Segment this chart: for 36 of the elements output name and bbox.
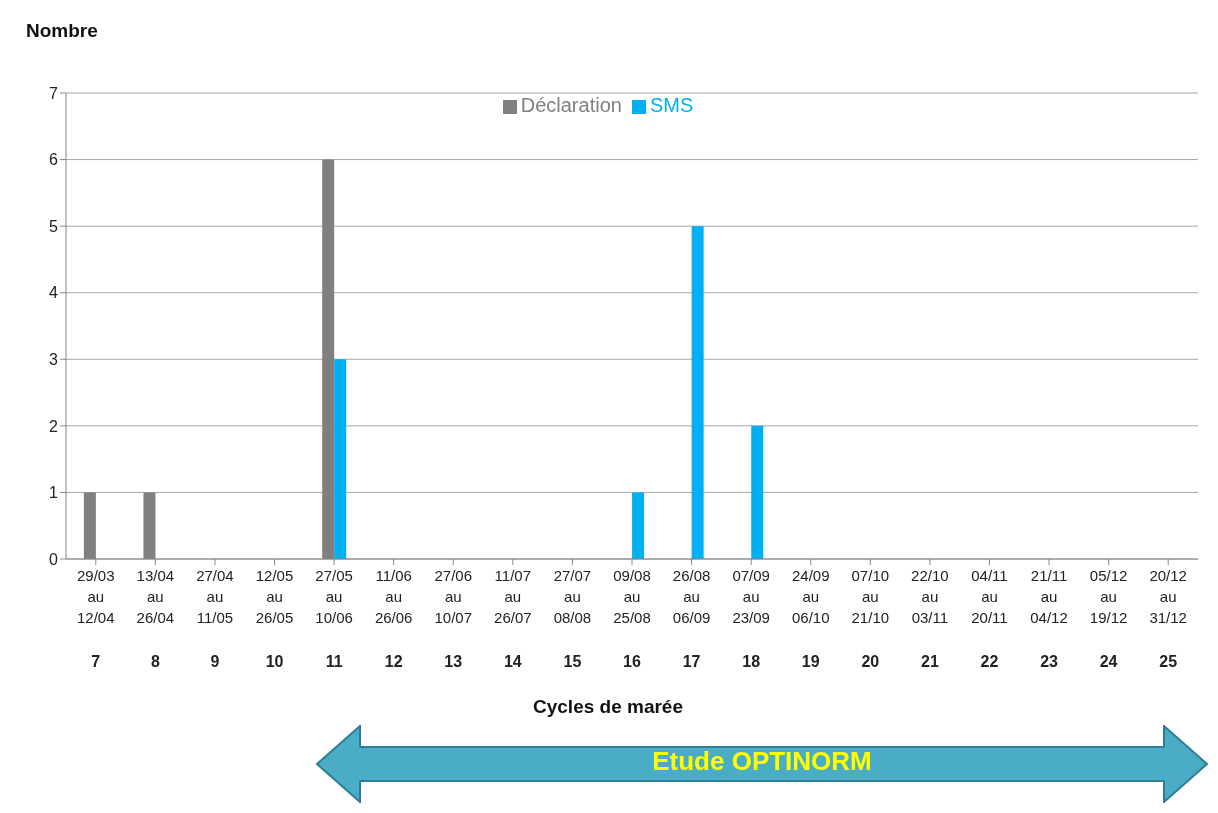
text: Cycles de marée — [532, 696, 684, 718]
y-tick-label: 4 — [49, 284, 59, 302]
category-label: 13/04 au 26/04 8 — [136, 567, 175, 670]
category-label: 27/06 au 10/07 13 — [434, 567, 473, 670]
category-label: 29/03 au 12/04 7 — [77, 567, 115, 670]
bar — [751, 425, 764, 559]
y-tick-label: 6 — [49, 151, 59, 169]
legend-label: SMS — [649, 94, 694, 116]
bar — [632, 492, 645, 559]
bar — [691, 226, 704, 559]
bar — [334, 359, 347, 559]
category-label: 24/09 au 06/10 19 — [791, 567, 830, 670]
category-label: 07/10 au 21/10 20 — [851, 567, 890, 670]
category-label: 21/11 au 04/12 23 — [1030, 567, 1068, 670]
y-tick-label: 1 — [49, 484, 59, 502]
category-label: 05/12 au 19/12 24 — [1089, 567, 1128, 670]
y-tick-label: 2 — [49, 417, 59, 435]
category-label: 11/07 au 26/07 14 — [494, 567, 532, 670]
category-label: 09/08 au 25/08 16 — [613, 567, 651, 670]
category-label: 11/06 au 26/06 12 — [374, 567, 413, 670]
y-tick-label: 7 — [49, 84, 59, 102]
text: Etude OPTINORM — [651, 746, 873, 777]
category-label: 27/07 au 08/08 15 — [553, 567, 592, 670]
category-label: 20/12 au 31/12 25 — [1149, 567, 1187, 670]
legend-label: Déclaration — [520, 94, 622, 116]
category-label: 07/09 au 23/09 18 — [732, 567, 770, 670]
category-label: 27/04 au 11/05 9 — [196, 567, 234, 670]
category-label: 27/05 au 10/06 11 — [315, 567, 353, 670]
category-label: 22/10 au 03/11 21 — [911, 567, 949, 670]
y-tick-label: 3 — [49, 350, 59, 368]
y-axis-title: Nombre — [26, 20, 98, 42]
category-label: 26/08 au 06/09 17 — [672, 567, 711, 670]
category-label: 12/05 au 26/05 10 — [255, 567, 294, 670]
y-tick-label: 0 — [49, 550, 59, 568]
y-tick-label: 5 — [49, 217, 59, 235]
category-label: 04/11 au 20/11 22 — [971, 567, 1008, 670]
